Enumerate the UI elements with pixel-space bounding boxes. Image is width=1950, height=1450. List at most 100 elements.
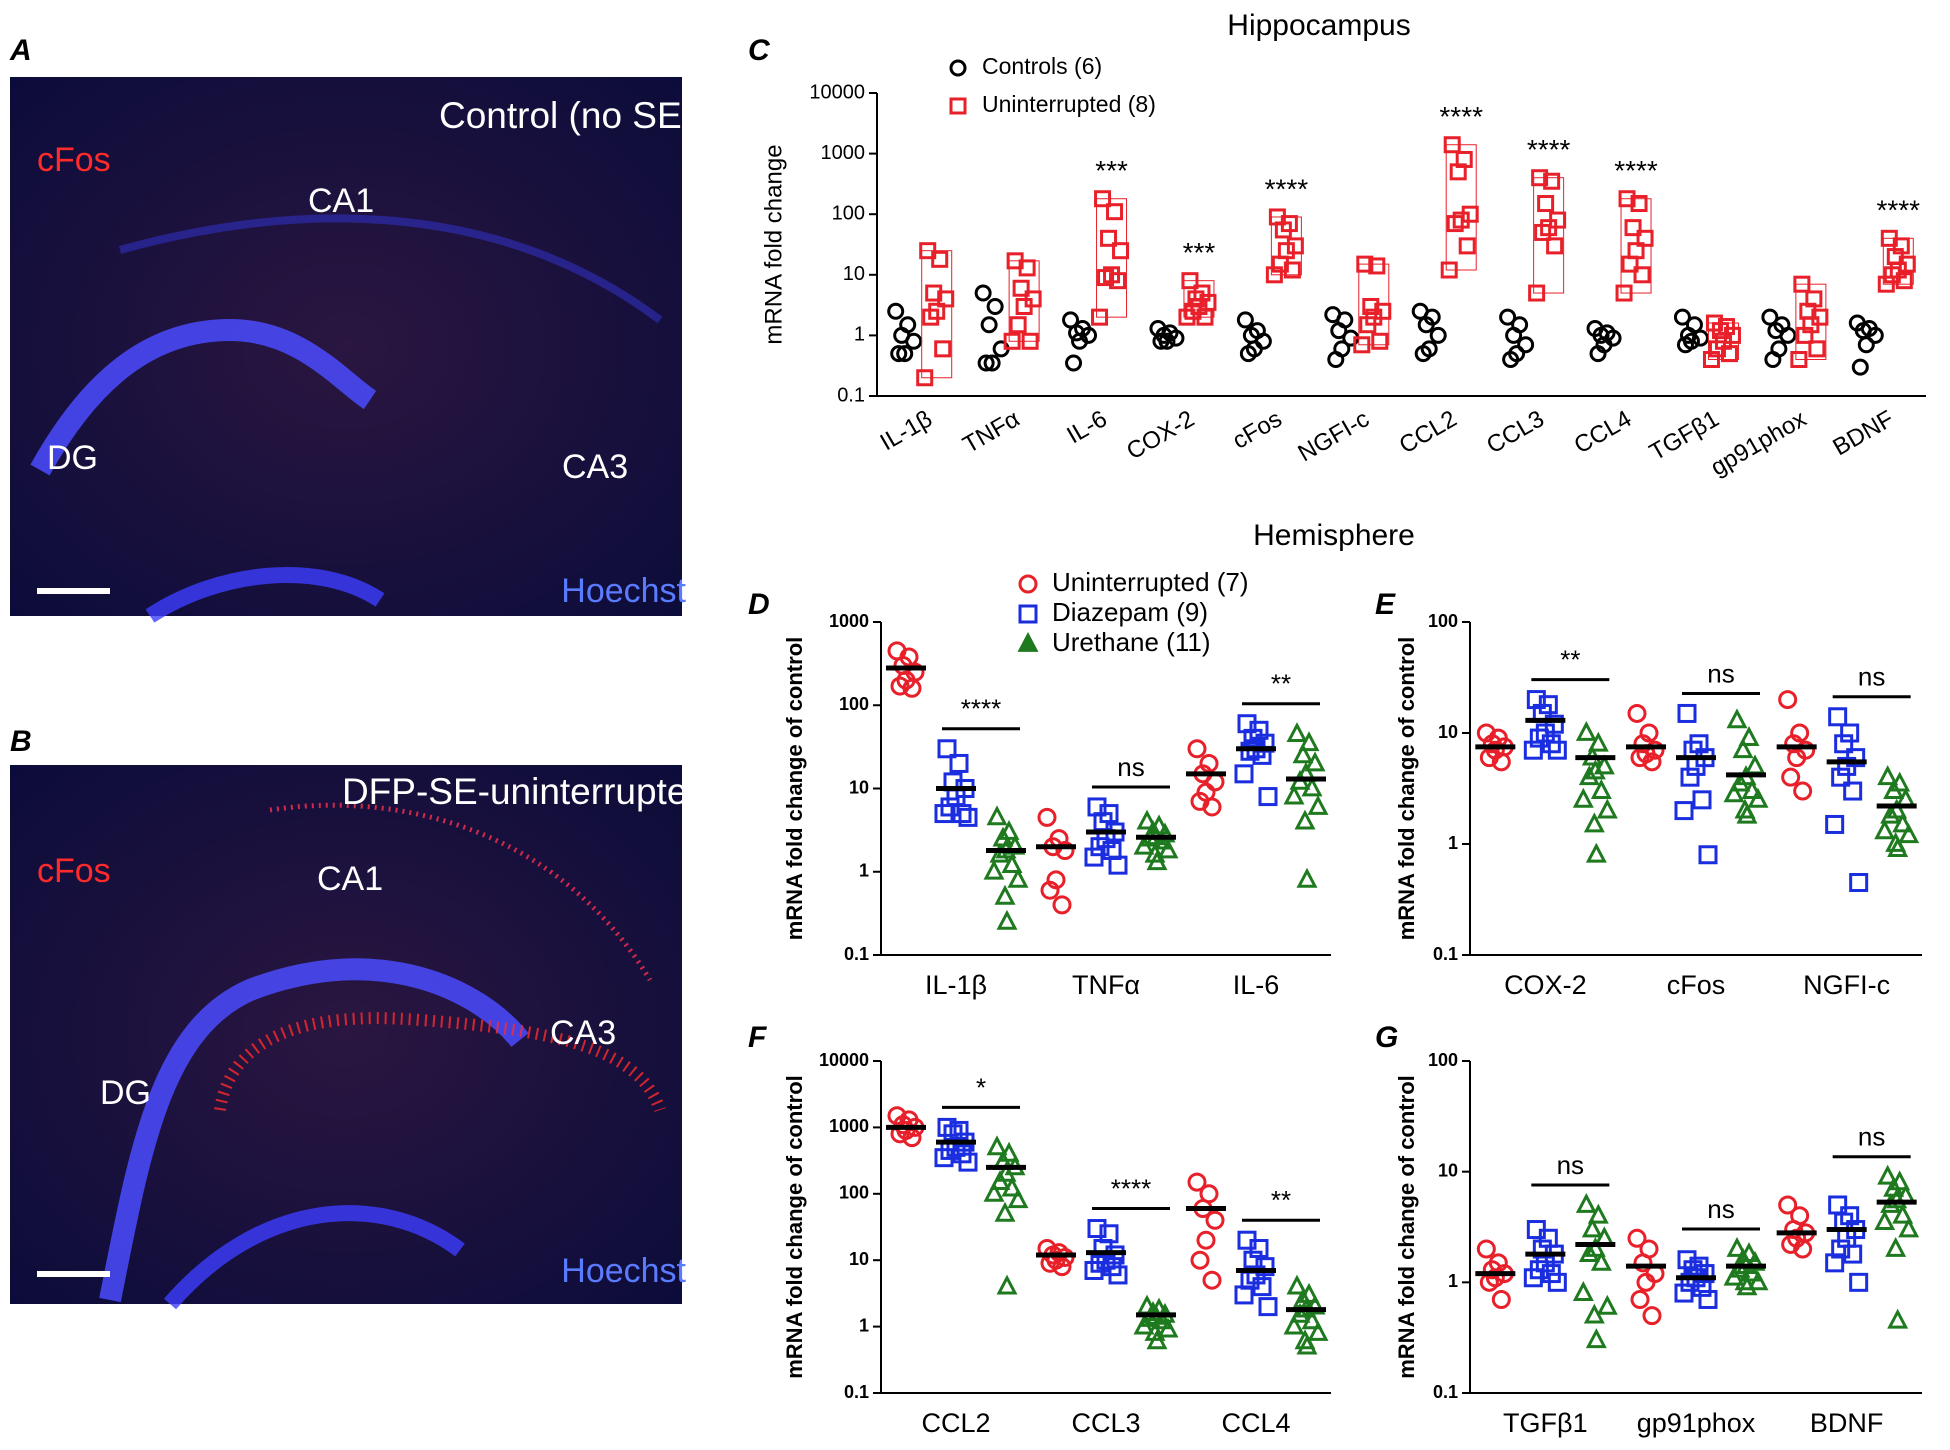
data-point: [1476, 1239, 1496, 1259]
data-point: [1446, 215, 1464, 233]
y-tick-label: 10: [1438, 722, 1458, 742]
data-point: [1136, 809, 1158, 830]
data-point: [1429, 326, 1447, 344]
data-point: [1277, 242, 1295, 260]
data-point: [1458, 237, 1476, 255]
data-point: [922, 308, 940, 326]
data-point: [1286, 237, 1304, 255]
data-point: [1196, 308, 1214, 326]
data-point: [1368, 257, 1386, 275]
significance-label: ns: [1557, 1150, 1584, 1180]
data-point: [1157, 838, 1179, 859]
data-point: [1828, 1195, 1848, 1215]
data-point: [1674, 801, 1694, 821]
data-point: [1587, 731, 1609, 752]
data-point: [1587, 1203, 1609, 1224]
significance-label: **: [1271, 1185, 1291, 1215]
y-tick-label: 10000: [819, 1050, 869, 1070]
data-point: [937, 1117, 957, 1137]
data-point: [1778, 1195, 1798, 1215]
legend-label: Uninterrupted (8): [982, 91, 1156, 117]
data-point: [1729, 771, 1751, 792]
data-point: [1546, 237, 1564, 255]
data-point: [986, 1135, 1008, 1156]
data-point: [1133, 834, 1155, 855]
legend-marker: [949, 97, 967, 115]
data-point: [1037, 807, 1057, 827]
y-axis-label: mRNA fold change of control: [782, 1075, 807, 1379]
data-point: [1892, 812, 1914, 833]
data-point: [1353, 336, 1371, 354]
data-point: [1258, 1297, 1278, 1317]
data-point: [1133, 1314, 1155, 1335]
data-point: [1505, 326, 1523, 344]
legend-label: Urethane (11): [1052, 627, 1211, 657]
data-point: [1887, 837, 1909, 857]
x-tick-label: cFos: [1667, 970, 1726, 1000]
data-point: [1676, 336, 1694, 354]
data-point: [1796, 326, 1814, 344]
data-point: [1531, 169, 1549, 187]
data-point: [1440, 261, 1458, 279]
data-point: [1889, 771, 1911, 792]
data-point: [1547, 1272, 1567, 1292]
data-point: [934, 1148, 954, 1168]
data-point: [952, 804, 972, 824]
data-point: [1007, 867, 1029, 888]
data-point: [1575, 720, 1597, 741]
data-point: [1091, 308, 1109, 326]
data-point: [1187, 1172, 1207, 1192]
data-point: [1583, 812, 1605, 833]
data-point: [1677, 703, 1697, 723]
data-point: [1236, 311, 1254, 329]
data-point: [994, 1201, 1016, 1222]
data-point: [1541, 734, 1561, 754]
data-point: [1298, 731, 1320, 752]
panel-letter: G: [1375, 1021, 1398, 1054]
dentate-gyrus-band: [30, 318, 377, 476]
significance-label: ****: [1527, 134, 1571, 165]
data-point: [1831, 1239, 1851, 1259]
data-point: [1106, 203, 1124, 221]
data-point: [1001, 1176, 1023, 1197]
data-point: [1084, 1260, 1104, 1280]
data-point: [1723, 1265, 1745, 1286]
data-point: [1359, 316, 1377, 334]
y-axis-label: mRNA fold change of control: [1394, 1075, 1419, 1379]
x-tick-label: NGFI-c: [1293, 405, 1373, 467]
data-point: [989, 1170, 1011, 1191]
data-point: [1304, 751, 1326, 772]
data-point: [905, 332, 923, 350]
data-point: [1898, 823, 1920, 844]
data-point: [994, 884, 1016, 905]
lower-band: [145, 567, 385, 623]
data-point: [1362, 297, 1380, 315]
significance-label: ns: [1858, 1122, 1885, 1152]
data-point: [1055, 840, 1075, 860]
data-point: [890, 676, 910, 696]
lower-band: [163, 1205, 465, 1310]
data-point: [890, 345, 908, 363]
data-point: [1087, 1219, 1107, 1239]
x-tick-label: BDNF: [1828, 405, 1898, 461]
data-point: [1572, 787, 1594, 808]
x-tick-label: TGFβ1: [1503, 1408, 1588, 1438]
x-tick-label: CCL4: [1570, 405, 1637, 459]
data-point: [1673, 308, 1691, 326]
image-background: [10, 77, 682, 616]
data-point: [1097, 269, 1115, 287]
data-point: [1689, 734, 1709, 754]
data-point: [1356, 255, 1374, 273]
data-point: [1090, 837, 1110, 857]
data-point: [1630, 195, 1648, 213]
data-point: [1781, 1234, 1801, 1254]
data-point: [1578, 765, 1600, 786]
data-point: [1178, 308, 1196, 326]
data-point: [1152, 332, 1170, 350]
x-tick-label: CCL4: [1221, 1408, 1290, 1438]
data-point: [1157, 1317, 1179, 1338]
data-point: [1627, 1228, 1647, 1248]
data-point: [1627, 703, 1647, 723]
data-point: [1793, 275, 1811, 293]
data-point: [931, 250, 949, 268]
